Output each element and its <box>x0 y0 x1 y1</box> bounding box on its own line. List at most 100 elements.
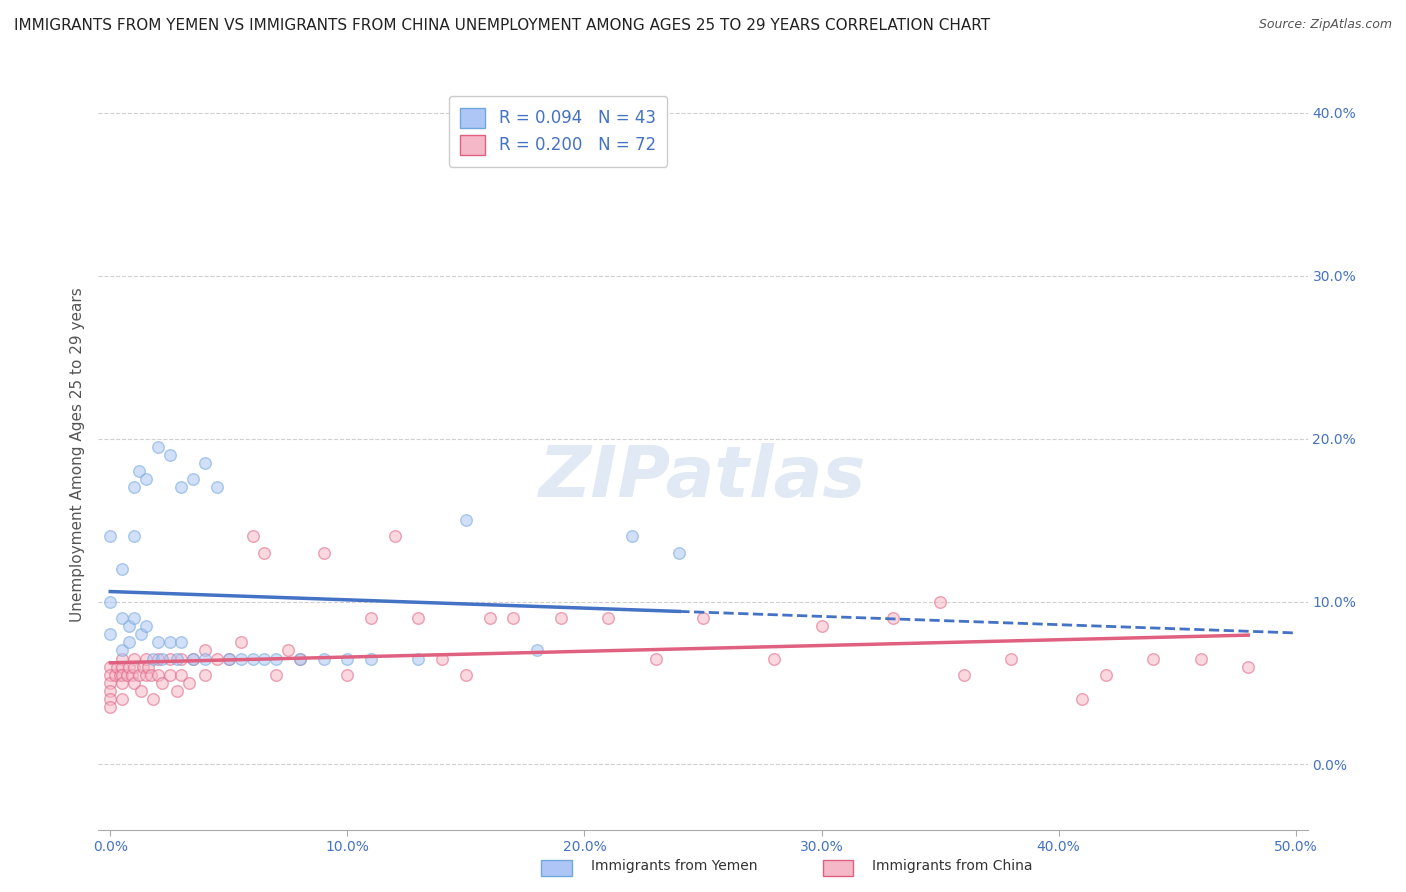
Point <box>122 529 145 543</box>
Point <box>181 651 204 665</box>
Point <box>135 619 157 633</box>
Legend: R = 0.094   N = 43, R = 0.200   N = 72: R = 0.094 N = 43, R = 0.200 N = 72 <box>449 96 668 167</box>
Point <box>152 676 174 690</box>
Text: Immigrants from Yemen: Immigrants from Yemen <box>591 859 756 872</box>
Point <box>229 651 252 665</box>
Point <box>336 651 359 665</box>
Point <box>159 651 181 665</box>
Point <box>408 611 430 625</box>
Point <box>277 643 299 657</box>
Point <box>170 668 193 682</box>
Point <box>128 668 150 682</box>
Point <box>882 611 904 625</box>
Point <box>336 668 359 682</box>
Point <box>135 651 157 665</box>
Point <box>98 692 121 706</box>
Point <box>111 659 134 673</box>
Point <box>111 692 134 706</box>
Point <box>598 611 620 625</box>
Point <box>170 481 193 495</box>
Point <box>159 668 181 682</box>
Point <box>122 481 145 495</box>
Text: Immigrants from China: Immigrants from China <box>872 859 1032 872</box>
Point <box>360 651 382 665</box>
Point <box>139 668 162 682</box>
Point <box>242 529 264 543</box>
Point <box>177 676 200 690</box>
Point <box>432 651 454 665</box>
Point <box>454 668 477 682</box>
Point <box>242 651 264 665</box>
Point <box>105 659 128 673</box>
Point <box>668 546 690 560</box>
Point <box>360 611 382 625</box>
Point <box>135 472 157 486</box>
Point <box>384 529 406 543</box>
Point <box>454 513 477 527</box>
Point <box>111 562 134 576</box>
Point <box>181 472 204 486</box>
Point <box>98 684 121 698</box>
Point <box>159 635 181 649</box>
Point <box>146 668 169 682</box>
Point <box>142 692 165 706</box>
Y-axis label: Unemployment Among Ages 25 to 29 years: Unemployment Among Ages 25 to 29 years <box>69 287 84 623</box>
Point <box>502 611 524 625</box>
Point <box>118 619 141 633</box>
Point <box>129 684 152 698</box>
Point <box>253 546 276 560</box>
Point <box>952 668 974 682</box>
Point <box>408 651 430 665</box>
Point <box>142 651 165 665</box>
Point <box>136 659 159 673</box>
Point <box>170 651 193 665</box>
Point <box>118 659 141 673</box>
Point <box>763 651 786 665</box>
Point <box>98 676 121 690</box>
Point <box>115 668 138 682</box>
Point <box>135 668 157 682</box>
Point <box>1237 659 1260 673</box>
Point <box>121 668 143 682</box>
Point <box>111 676 134 690</box>
Point <box>122 611 145 625</box>
Point <box>104 668 127 682</box>
Point <box>122 676 145 690</box>
Point <box>1071 692 1094 706</box>
Point <box>1000 651 1022 665</box>
Point <box>98 668 121 682</box>
Point <box>152 651 174 665</box>
Point <box>129 627 152 641</box>
Point <box>288 651 311 665</box>
Point <box>118 635 141 649</box>
Point <box>810 619 832 633</box>
Point <box>478 611 501 625</box>
Point <box>1142 651 1164 665</box>
Point <box>312 651 335 665</box>
Point <box>166 651 188 665</box>
Point <box>111 668 134 682</box>
Point <box>146 440 169 454</box>
Point <box>229 635 252 649</box>
Point <box>526 643 548 657</box>
Point <box>170 635 193 649</box>
Point <box>194 456 217 470</box>
Point <box>98 529 121 543</box>
Point <box>128 464 150 478</box>
Point <box>111 611 134 625</box>
Point <box>111 643 134 657</box>
Point <box>1095 668 1118 682</box>
Point <box>205 651 228 665</box>
Point <box>98 700 121 714</box>
Point <box>181 651 204 665</box>
Point <box>218 651 240 665</box>
Point <box>194 643 217 657</box>
Point <box>550 611 572 625</box>
Point <box>929 594 952 608</box>
Point <box>264 668 287 682</box>
Point <box>205 481 228 495</box>
Point <box>98 627 121 641</box>
Point <box>98 659 121 673</box>
Point <box>620 529 643 543</box>
Point <box>218 651 240 665</box>
